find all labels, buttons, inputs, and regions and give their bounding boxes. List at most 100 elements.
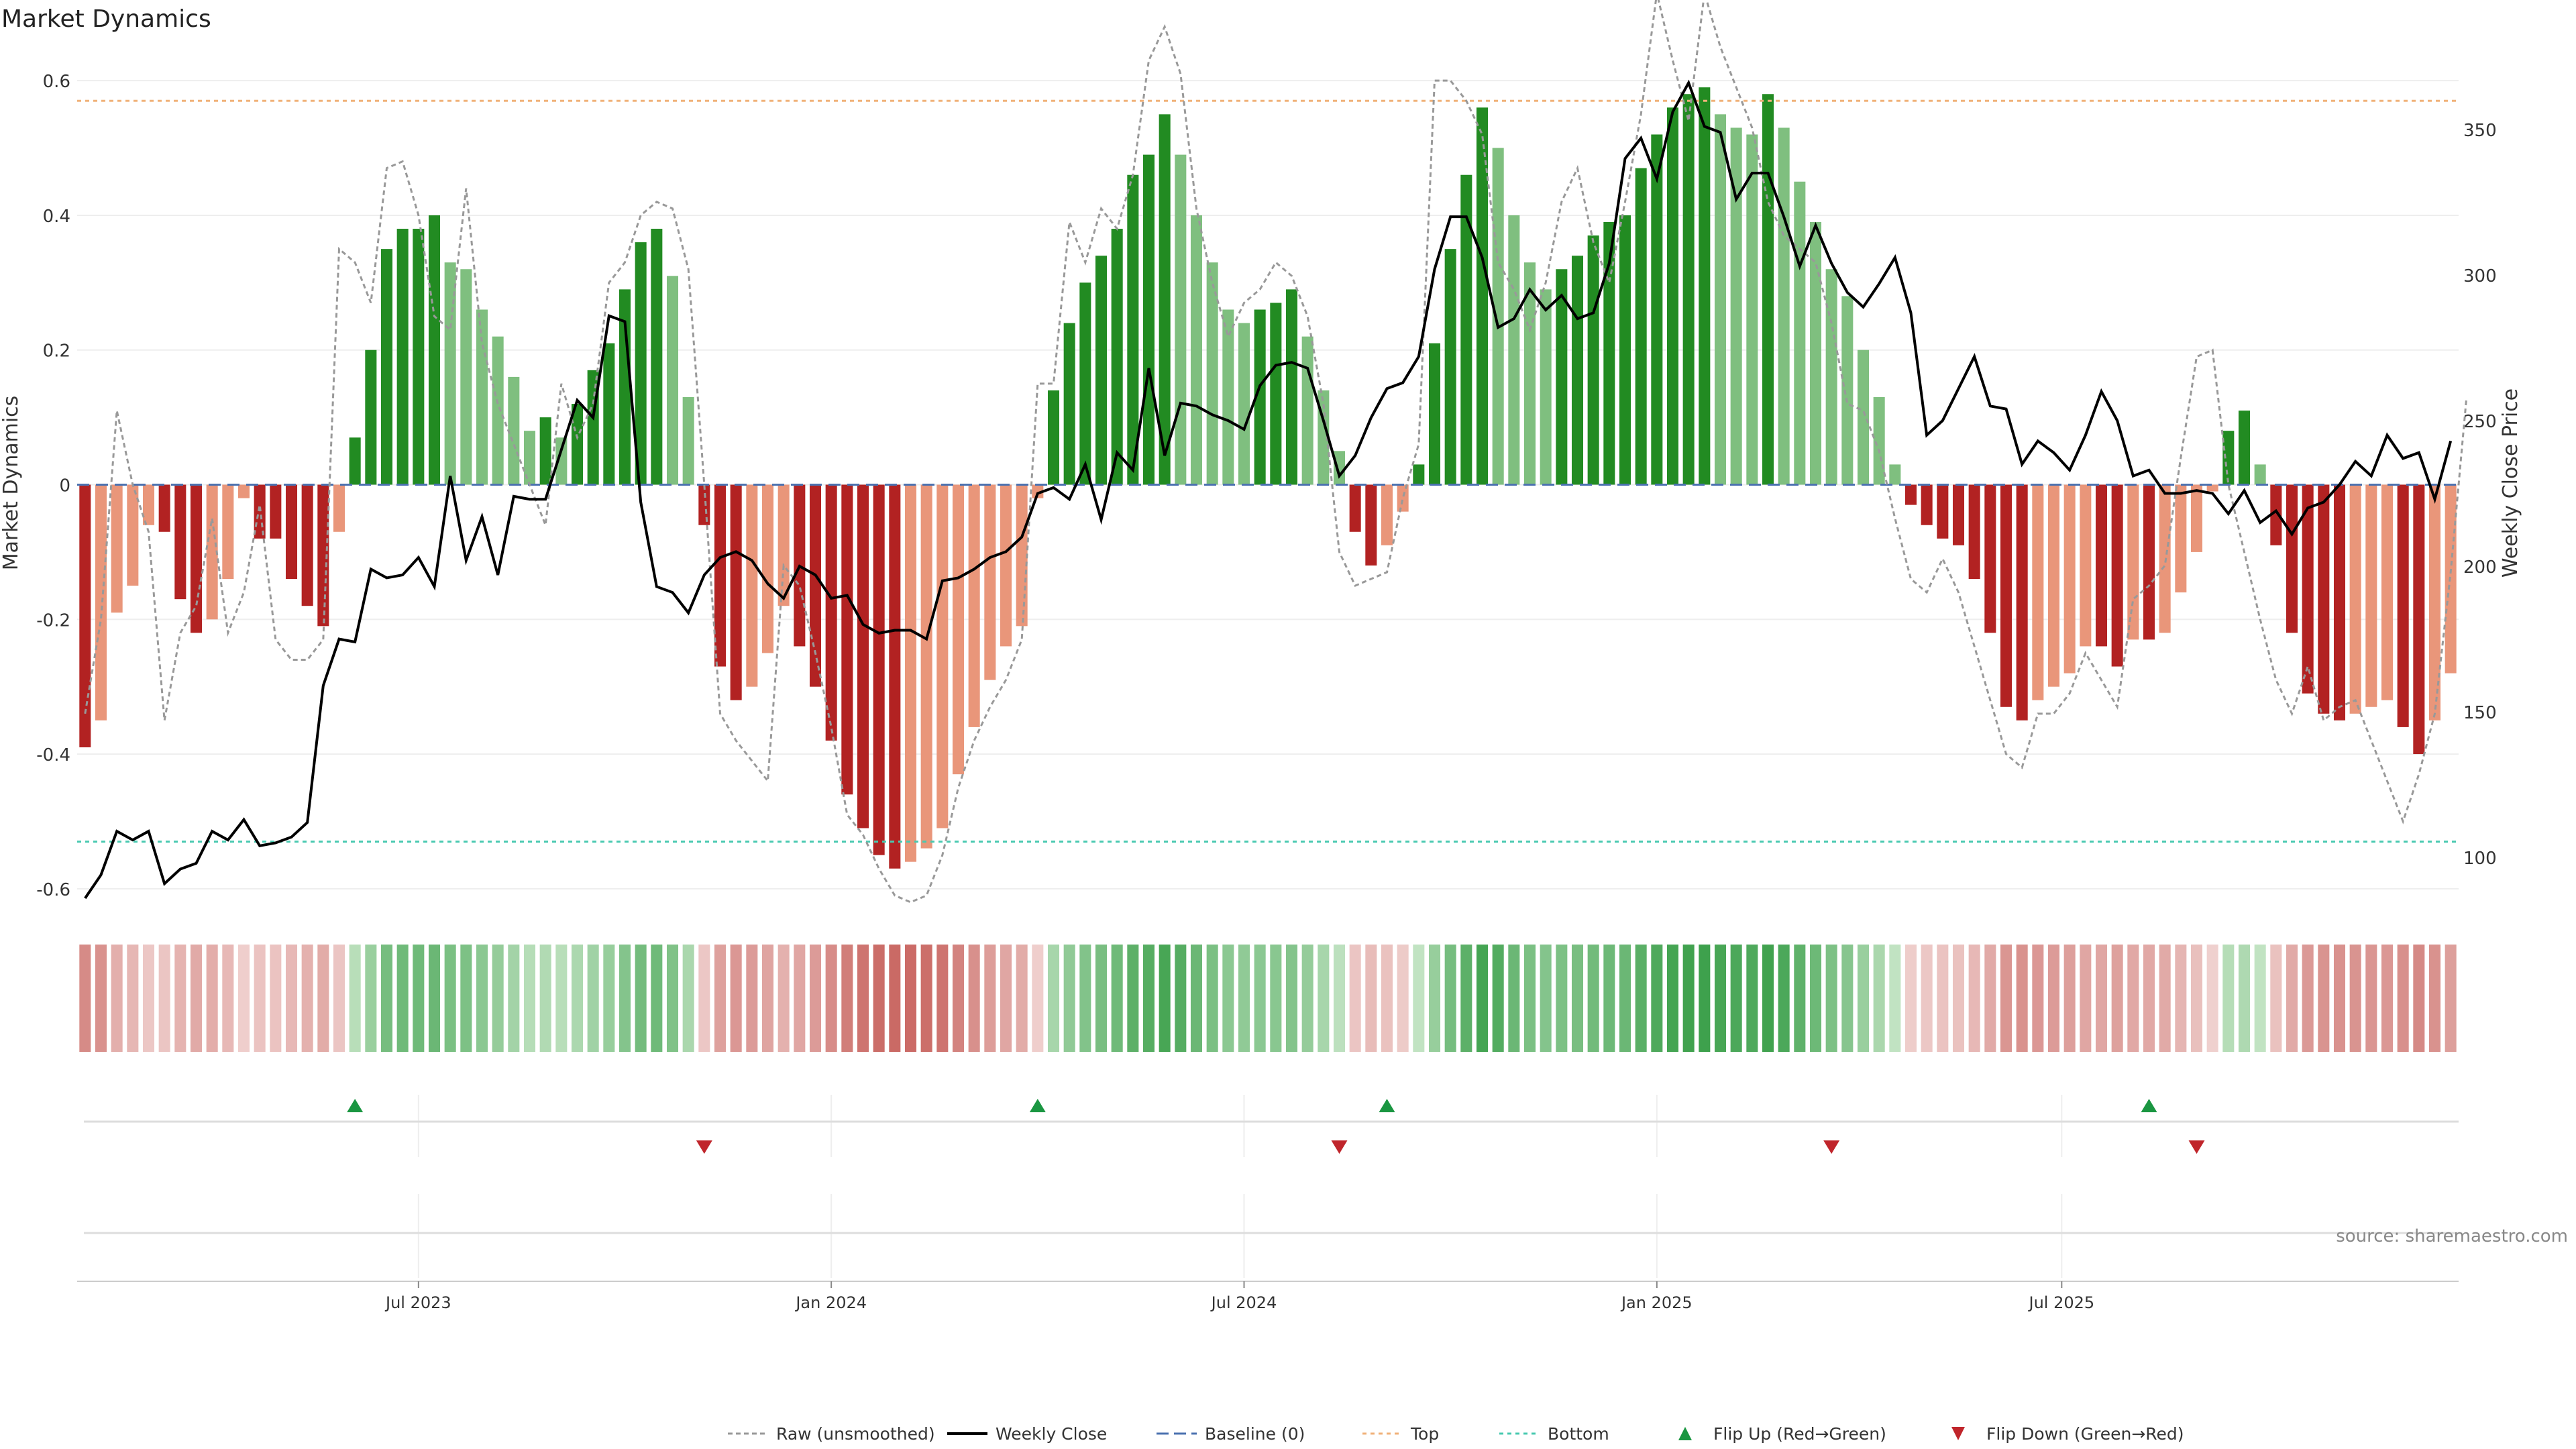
- heat-cell: [1889, 945, 1901, 1052]
- dynamics-bar: [1159, 114, 1171, 485]
- heat-cell: [523, 945, 536, 1052]
- dynamics-bar: [1016, 484, 1028, 627]
- dynamics-bar: [413, 229, 425, 485]
- heat-cell: [2222, 945, 2235, 1052]
- heat-cell: [1794, 945, 1806, 1052]
- heat-cell: [1571, 945, 1584, 1052]
- dynamics-bar: [2032, 484, 2044, 700]
- heat-cell: [920, 945, 932, 1052]
- dynamics-bar: [1635, 168, 1647, 485]
- dynamics-bar: [841, 484, 853, 795]
- heat-cell: [142, 945, 155, 1052]
- y-axis-label: Market Dynamics: [0, 396, 23, 571]
- heat-cell: [587, 945, 599, 1052]
- heat-cell: [2349, 945, 2361, 1052]
- dynamics-bar: [2080, 484, 2092, 647]
- heat-cell: [1349, 945, 1361, 1052]
- legend-swatch: [1951, 1427, 1965, 1440]
- dynamics-bar: [1333, 451, 1346, 485]
- heat-cell: [1556, 945, 1568, 1052]
- heat-cell: [349, 945, 361, 1052]
- dynamics-bar: [825, 484, 837, 741]
- dynamics-bar: [635, 242, 647, 485]
- heat-cell: [2428, 945, 2441, 1052]
- heat-cell: [222, 945, 234, 1052]
- dynamics-bar: [333, 484, 345, 532]
- dynamics-bar: [95, 484, 107, 720]
- x-tick-label: Jan 2025: [1620, 1293, 1693, 1312]
- heat-cell: [1095, 945, 1108, 1052]
- dynamics-bar: [857, 484, 869, 828]
- dynamics-bar: [1492, 148, 1504, 485]
- dynamics-bar: [79, 484, 91, 748]
- heat-cell: [1047, 945, 1060, 1052]
- dynamics-bar: [158, 484, 170, 532]
- y2-tick-label: 100: [2463, 849, 2497, 869]
- heat-cell: [1619, 945, 1631, 1052]
- heat-cell: [571, 945, 584, 1052]
- heat-cell: [1222, 945, 1234, 1052]
- y2-tick-label: 250: [2463, 412, 2497, 432]
- heat-cell: [2111, 945, 2123, 1052]
- dynamics-bar: [1428, 343, 1441, 485]
- heat-cell: [1127, 945, 1139, 1052]
- heat-cell: [2063, 945, 2076, 1052]
- heat-cell: [127, 945, 139, 1052]
- dynamics-bar: [1603, 221, 1615, 485]
- heat-cell: [746, 945, 758, 1052]
- dynamics-bar: [603, 343, 615, 485]
- heat-cell: [635, 945, 647, 1052]
- dynamics-bar: [2000, 484, 2012, 707]
- heat-cell: [492, 945, 504, 1052]
- heat-cell: [1270, 945, 1282, 1052]
- flip-down-marker: [696, 1140, 712, 1154]
- dynamics-bar: [1238, 323, 1250, 485]
- dynamics-bar: [1301, 336, 1313, 485]
- dynamics-bar: [492, 336, 504, 485]
- heat-cell: [95, 945, 107, 1052]
- dynamics-bar: [1047, 390, 1060, 485]
- heat-cell: [603, 945, 615, 1052]
- legend-label: Raw (unsmoothed): [776, 1424, 935, 1444]
- heat-cell: [1492, 945, 1504, 1052]
- y-tick-label: -0.4: [36, 745, 70, 765]
- dynamics-bar: [2238, 411, 2251, 485]
- dynamics-bar: [1556, 269, 1568, 485]
- heat-cell: [1079, 945, 1091, 1052]
- heat-cell: [301, 945, 313, 1052]
- dynamics-bar: [1444, 249, 1456, 485]
- heat-cell: [460, 945, 472, 1052]
- heat-cell: [1032, 945, 1044, 1052]
- dynamics-bar: [2270, 484, 2282, 545]
- heat-cell: [1190, 945, 1203, 1052]
- heat-cell: [270, 945, 282, 1052]
- heat-cell: [1587, 945, 1599, 1052]
- y-tick-label: -0.2: [36, 610, 70, 631]
- heat-cell: [174, 945, 186, 1052]
- heat-cell: [1635, 945, 1647, 1052]
- heat-cell: [1921, 945, 1933, 1052]
- heat-cell: [254, 945, 266, 1052]
- heat-cell: [1968, 945, 1980, 1052]
- heat-cell: [508, 945, 520, 1052]
- dynamics-bar: [1587, 235, 1599, 485]
- dynamics-bar: [1095, 256, 1108, 485]
- legend: Raw (unsmoothed) Weekly Close Baseline (0)…: [728, 1424, 2184, 1444]
- dynamics-bar: [365, 350, 377, 485]
- dynamics-bar: [651, 229, 663, 485]
- dynamics-bar: [396, 229, 409, 485]
- dynamics-bar: [539, 417, 551, 485]
- heat-cell: [968, 945, 980, 1052]
- heat-cell: [365, 945, 377, 1052]
- heat-cell: [476, 945, 488, 1052]
- dynamics-bar: [2095, 484, 2108, 647]
- heat-cell: [190, 945, 203, 1052]
- flip-markers-panel: [84, 1099, 2459, 1234]
- dynamics-bar: [1508, 215, 1520, 485]
- heat-cell: [1476, 945, 1489, 1052]
- y-tick-label: 0.4: [43, 207, 70, 227]
- x-tick-label: Jan 2024: [794, 1293, 867, 1312]
- dynamics-bar: [1142, 154, 1155, 485]
- dynamics-bar: [2190, 484, 2203, 552]
- heat-cell: [984, 945, 996, 1052]
